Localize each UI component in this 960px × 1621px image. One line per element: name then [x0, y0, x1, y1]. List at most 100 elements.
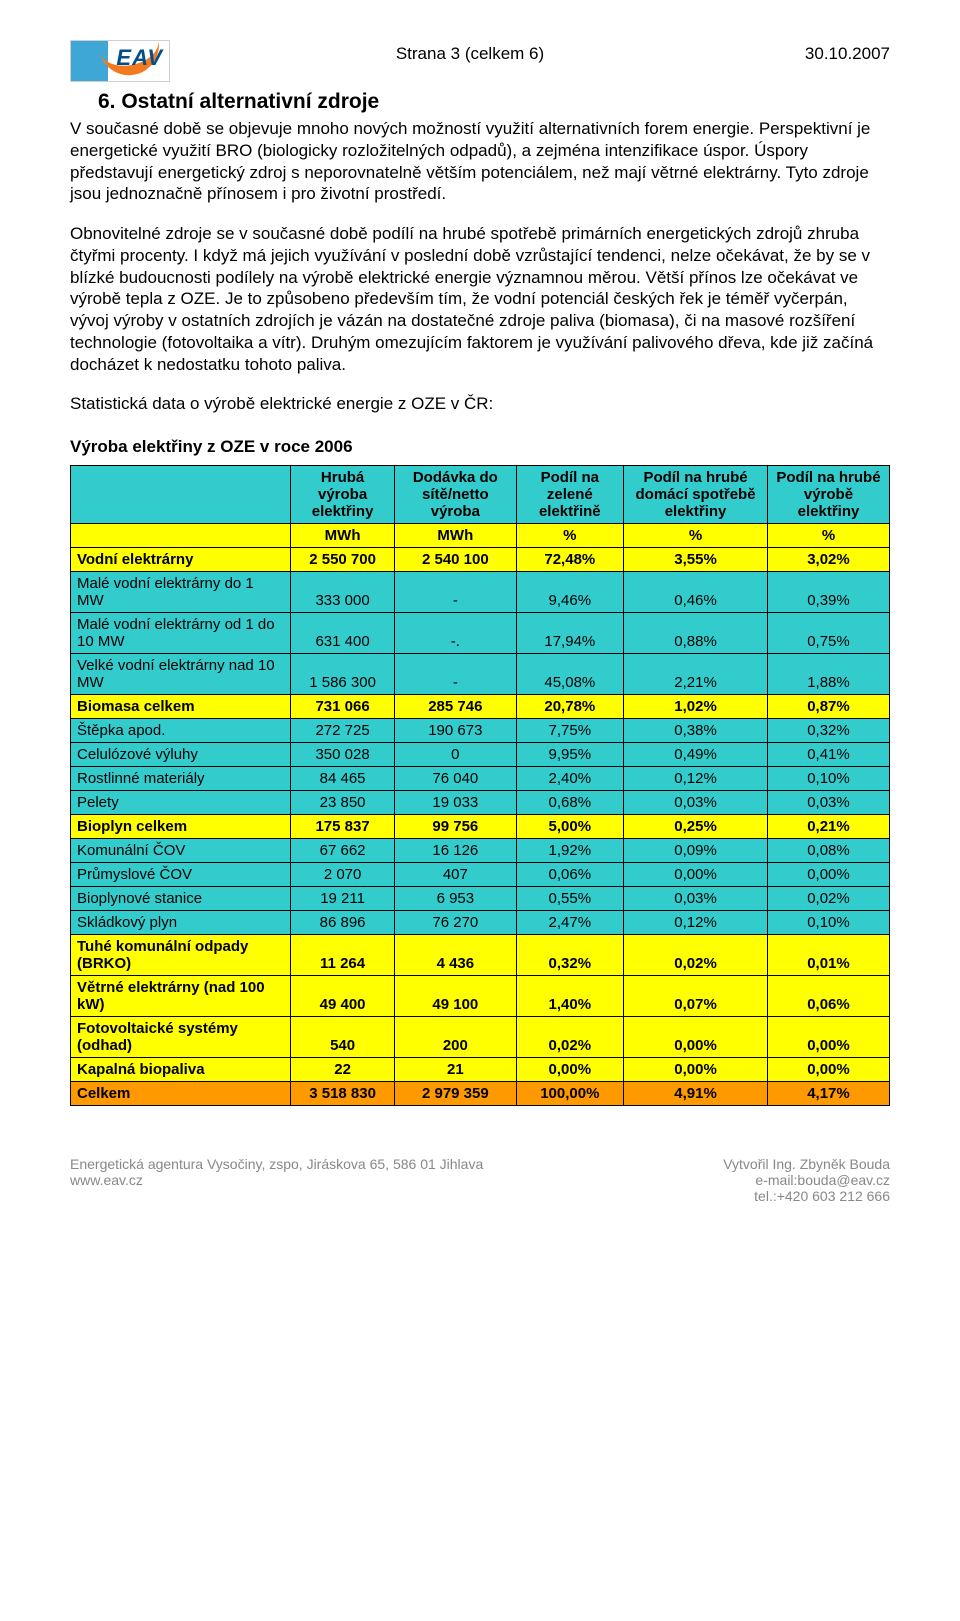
th-c3: Podíl na zelené elektřině	[516, 466, 624, 524]
row-value: 631 400	[291, 613, 395, 654]
row-value: 9,95%	[516, 743, 624, 767]
row-value: 2,40%	[516, 767, 624, 791]
row-value: 3,55%	[624, 548, 768, 572]
row-value: 2 070	[291, 863, 395, 887]
row-label: Bioplyn celkem	[71, 815, 291, 839]
row-value: 22	[291, 1058, 395, 1082]
row-value: 0,49%	[624, 743, 768, 767]
row-label: Rostlinné materiály	[71, 767, 291, 791]
row-value: 540	[291, 1017, 395, 1058]
row-label: Biomasa celkem	[71, 695, 291, 719]
row-value: 0,32%	[767, 719, 889, 743]
table-units-row: MWh MWh % % %	[71, 524, 890, 548]
table-row: Větrné elektrárny (nad 100 kW)49 40049 1…	[71, 976, 890, 1017]
row-value: 1,40%	[516, 976, 624, 1017]
row-value: 0,08%	[767, 839, 889, 863]
row-value: 76 270	[395, 911, 516, 935]
row-value: 100,00%	[516, 1082, 624, 1106]
row-value: 7,75%	[516, 719, 624, 743]
th-units-blank	[71, 524, 291, 548]
row-value: 2,21%	[624, 654, 768, 695]
table-row: Vodní elektrárny2 550 7002 540 10072,48%…	[71, 548, 890, 572]
row-value: 3,02%	[767, 548, 889, 572]
row-value: 190 673	[395, 719, 516, 743]
row-label: Bioplynové stanice	[71, 887, 291, 911]
table-row: Bioplynové stanice19 2116 9530,55%0,03%0…	[71, 887, 890, 911]
table-row: Pelety23 85019 0330,68%0,03%0,03%	[71, 791, 890, 815]
row-value: 272 725	[291, 719, 395, 743]
row-label: Vodní elektrárny	[71, 548, 291, 572]
table-row: Velké vodní elektrárny nad 10 MW1 586 30…	[71, 654, 890, 695]
th-c2: Dodávka do sítě/netto výroba	[395, 466, 516, 524]
row-value: 0,00%	[624, 863, 768, 887]
row-value: 0,07%	[624, 976, 768, 1017]
table-row: Fotovoltaické systémy (odhad)5402000,02%…	[71, 1017, 890, 1058]
row-label: Malé vodní elektrárny od 1 do 10 MW	[71, 613, 291, 654]
row-value: 333 000	[291, 572, 395, 613]
table-row: Komunální ČOV67 66216 1261,92%0,09%0,08%	[71, 839, 890, 863]
row-label: Skládkový plyn	[71, 911, 291, 935]
row-value: 1,92%	[516, 839, 624, 863]
table-row: Tuhé komunální odpady (BRKO)11 2644 4360…	[71, 935, 890, 976]
row-label: Pelety	[71, 791, 291, 815]
row-value: 84 465	[291, 767, 395, 791]
row-value: 11 264	[291, 935, 395, 976]
row-value: 67 662	[291, 839, 395, 863]
row-value: 49 100	[395, 976, 516, 1017]
row-value: 175 837	[291, 815, 395, 839]
footer-email: e-mail:bouda@eav.cz	[723, 1172, 890, 1188]
row-label: Celulózové výluhy	[71, 743, 291, 767]
th-u4: %	[624, 524, 768, 548]
table-row: Celulózové výluhy350 02809,95%0,49%0,41%	[71, 743, 890, 767]
th-c5: Podíl na hrubé výrobě elektřiny	[767, 466, 889, 524]
row-value: 0,00%	[767, 1058, 889, 1082]
row-value: 200	[395, 1017, 516, 1058]
row-value: 731 066	[291, 695, 395, 719]
row-value: 2 540 100	[395, 548, 516, 572]
row-value: 0,39%	[767, 572, 889, 613]
row-value: 23 850	[291, 791, 395, 815]
footer-org: Energetická agentura Vysočiny, zspo, Jir…	[70, 1156, 483, 1172]
row-value: 0,12%	[624, 767, 768, 791]
th-c1: Hrubá výroba elektřiny	[291, 466, 395, 524]
row-value: 0,12%	[624, 911, 768, 935]
table-row: Rostlinné materiály84 46576 0402,40%0,12…	[71, 767, 890, 791]
section-heading: 6. Ostatní alternativní zdroje	[98, 90, 890, 114]
row-label: Celkem	[71, 1082, 291, 1106]
row-value: 17,94%	[516, 613, 624, 654]
row-label: Malé vodní elektrárny do 1 MW	[71, 572, 291, 613]
footer-author: Vytvořil Ing. Zbyněk Bouda	[723, 1156, 890, 1172]
paragraph-2: Obnovitelné zdroje se v současné době po…	[70, 223, 890, 375]
table-row: Průmyslové ČOV2 0704070,06%0,00%0,00%	[71, 863, 890, 887]
row-value: 0,46%	[624, 572, 768, 613]
row-value: 0,68%	[516, 791, 624, 815]
row-label: Velké vodní elektrárny nad 10 MW	[71, 654, 291, 695]
row-value: 1,02%	[624, 695, 768, 719]
row-value: 99 756	[395, 815, 516, 839]
table-row: Malé vodní elektrárny od 1 do 10 MW631 4…	[71, 613, 890, 654]
th-u5: %	[767, 524, 889, 548]
row-label: Průmyslové ČOV	[71, 863, 291, 887]
row-value: 5,00%	[516, 815, 624, 839]
row-value: 0,00%	[624, 1017, 768, 1058]
row-value: 2 550 700	[291, 548, 395, 572]
th-c4: Podíl na hrubé domácí spotřebě elektřiny	[624, 466, 768, 524]
footer-right: Vytvořil Ing. Zbyněk Bouda e-mail:bouda@…	[723, 1156, 890, 1204]
table-row: Malé vodní elektrárny do 1 MW333 000-9,4…	[71, 572, 890, 613]
table-header-row: Hrubá výroba elektřiny Dodávka do sítě/n…	[71, 466, 890, 524]
page-footer: Energetická agentura Vysočiny, zspo, Jir…	[70, 1156, 890, 1204]
row-value: -.	[395, 613, 516, 654]
footer-tel: tel.:+420 603 212 666	[723, 1188, 890, 1204]
row-value: 2 979 359	[395, 1082, 516, 1106]
th-blank	[71, 466, 291, 524]
row-value: 9,46%	[516, 572, 624, 613]
row-value: 72,48%	[516, 548, 624, 572]
row-value: 86 896	[291, 911, 395, 935]
row-value: 49 400	[291, 976, 395, 1017]
row-value: 4 436	[395, 935, 516, 976]
row-value: 0,00%	[767, 1017, 889, 1058]
row-value: 0,25%	[624, 815, 768, 839]
row-value: 0,03%	[624, 887, 768, 911]
row-value: 0,09%	[624, 839, 768, 863]
row-label: Štěpka apod.	[71, 719, 291, 743]
